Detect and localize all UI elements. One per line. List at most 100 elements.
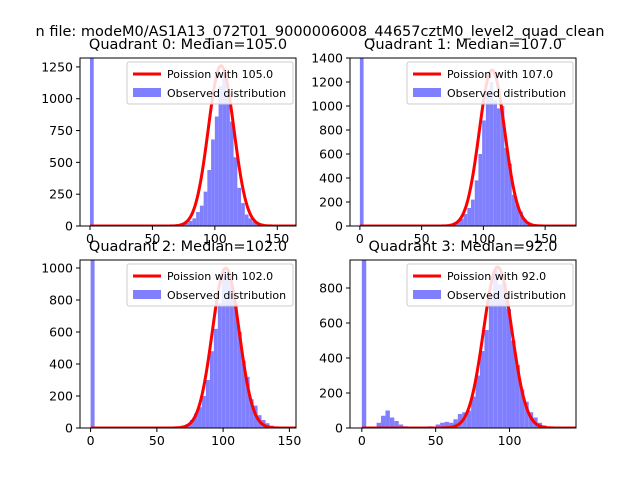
legend-swatch-observed bbox=[413, 88, 441, 97]
histogram-bar bbox=[184, 222, 189, 226]
histogram-bar bbox=[497, 284, 503, 428]
histogram-bar bbox=[229, 284, 234, 428]
y-tick-label: 1000 bbox=[311, 99, 343, 114]
histogram-bar bbox=[493, 100, 497, 226]
histogram-bar bbox=[207, 170, 212, 226]
x-tick-label: 0 bbox=[87, 433, 95, 448]
histogram-bar-zero bbox=[359, 58, 364, 226]
histogram-bar bbox=[519, 211, 523, 226]
poisson-curve bbox=[90, 266, 296, 428]
y-tick-label: 600 bbox=[319, 147, 343, 162]
x-tick-label: 50 bbox=[144, 231, 160, 246]
histogram-bar bbox=[459, 218, 464, 226]
axes-frame bbox=[349, 259, 577, 429]
legend: Poission with 107.0 Observed distribution bbox=[406, 61, 574, 105]
histogram-bar bbox=[496, 108, 501, 226]
histogram-bar bbox=[237, 332, 242, 428]
panel-title: Quadrant 2: Median=102.0 bbox=[89, 239, 287, 255]
y-tick-label: 750 bbox=[49, 123, 73, 138]
histogram-bar bbox=[214, 116, 219, 226]
plot-area bbox=[361, 260, 576, 428]
histogram-bar bbox=[381, 415, 386, 428]
x-tick-label: 150 bbox=[277, 433, 301, 448]
x-tick-label: 0 bbox=[356, 231, 364, 246]
x-tick-label: 0 bbox=[358, 433, 366, 448]
poisson-curve bbox=[89, 64, 296, 226]
histogram-bar bbox=[244, 214, 249, 226]
histogram-bar bbox=[471, 396, 476, 428]
histogram-bar bbox=[205, 380, 210, 428]
histogram-bar bbox=[466, 410, 472, 428]
legend-label-observed: Observed distribution bbox=[167, 87, 286, 100]
legend-box bbox=[126, 61, 294, 105]
legend-label-poisson: Poission with 102.0 bbox=[167, 270, 273, 283]
histogram-bar bbox=[479, 351, 485, 428]
figure-suptitle: n file: modeM0/AS1A13_072T01_9000006008_… bbox=[36, 24, 605, 40]
histogram-bar bbox=[249, 399, 254, 428]
axes-frame bbox=[349, 57, 577, 227]
histogram-bar bbox=[508, 163, 512, 226]
y-tick-label: 600 bbox=[49, 325, 73, 340]
y-tick-label: 0 bbox=[335, 219, 343, 234]
x-tick-label: 50 bbox=[414, 231, 430, 246]
histogram-bar bbox=[188, 220, 193, 226]
histogram-bar bbox=[448, 422, 454, 428]
histogram-bar bbox=[233, 303, 238, 428]
histogram-bar bbox=[221, 277, 226, 428]
panel-title: Quadrant 3: Median=92.0 bbox=[369, 239, 558, 255]
histogram-bar bbox=[192, 218, 197, 226]
histogram-bar bbox=[457, 414, 463, 428]
histogram-bar bbox=[506, 309, 512, 428]
histogram-bar bbox=[189, 420, 194, 428]
histogram-bar bbox=[199, 205, 204, 226]
histogram-bar-zero bbox=[89, 58, 94, 226]
histogram-bar bbox=[453, 419, 458, 428]
x-tick-label: 150 bbox=[265, 231, 289, 246]
histogram-bar bbox=[237, 187, 242, 226]
legend-swatch-observed bbox=[133, 88, 161, 97]
axes-frame bbox=[79, 57, 297, 227]
plot-area bbox=[89, 58, 296, 226]
histogram-bar bbox=[504, 148, 509, 226]
y-tick-label: 400 bbox=[319, 171, 343, 186]
histogram-bar bbox=[398, 424, 404, 428]
histogram-bar bbox=[245, 376, 250, 428]
histogram-bar bbox=[196, 212, 200, 226]
histogram-bar bbox=[233, 157, 238, 226]
y-tick-label: 1250 bbox=[41, 59, 73, 74]
legend-label-poisson: Poission with 92.0 bbox=[447, 270, 546, 283]
histogram-bar bbox=[515, 365, 520, 428]
histogram-bar bbox=[522, 218, 527, 226]
histogram-bar-zero bbox=[361, 260, 367, 428]
histogram-bar bbox=[248, 218, 253, 226]
panel-title: Quadrant 1: Median=107.0 bbox=[364, 37, 562, 53]
histogram-bar bbox=[218, 86, 223, 226]
y-tick-label: 250 bbox=[49, 187, 73, 202]
x-tick-label: 100 bbox=[498, 433, 522, 448]
histogram-bar bbox=[225, 274, 230, 428]
y-tick-label: 800 bbox=[49, 293, 73, 308]
histogram-bar bbox=[226, 91, 230, 226]
x-tick-label: 150 bbox=[533, 231, 557, 246]
panel-title: Quadrant 0: Median=105.0 bbox=[89, 37, 287, 53]
y-tick-label: 1400 bbox=[311, 51, 343, 66]
legend-swatch-observed bbox=[413, 290, 441, 299]
histogram-bar bbox=[524, 401, 529, 428]
y-tick-label: 0 bbox=[65, 219, 73, 234]
histogram-bar bbox=[435, 424, 441, 428]
histogram-bar bbox=[385, 410, 390, 428]
y-tick-label: 1000 bbox=[41, 261, 73, 276]
histogram-bar bbox=[211, 139, 215, 226]
histogram-bar bbox=[241, 360, 246, 428]
histogram-bar bbox=[502, 282, 507, 428]
histogram-bar bbox=[217, 303, 222, 428]
histogram-bar bbox=[511, 194, 516, 226]
y-tick-label: 0 bbox=[335, 421, 343, 436]
histogram-bar bbox=[444, 421, 449, 428]
histogram-bar bbox=[209, 351, 214, 428]
axes-frame bbox=[79, 259, 297, 429]
histogram-bar bbox=[471, 199, 475, 226]
histogram-bar bbox=[475, 375, 480, 428]
histogram-bar bbox=[241, 203, 245, 226]
